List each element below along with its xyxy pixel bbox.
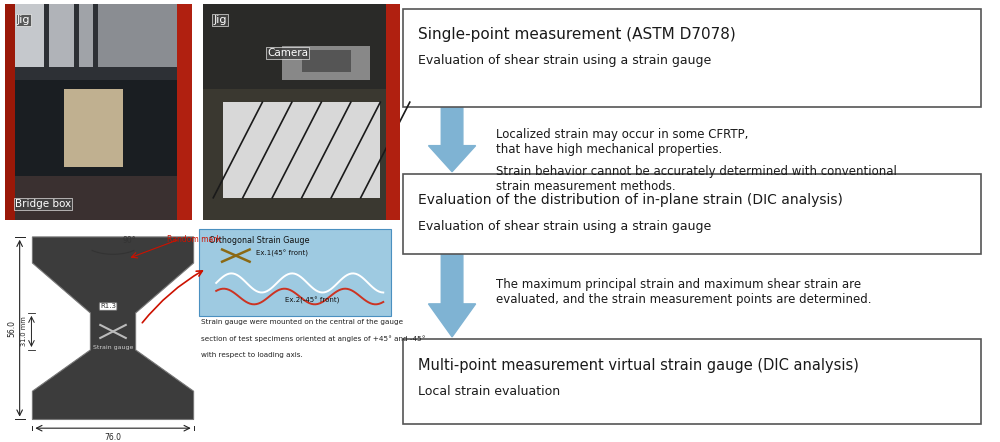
Bar [98,4,187,67]
FancyBboxPatch shape [199,229,391,316]
Bar [177,4,192,220]
Bar [10,4,44,67]
Text: Ex.1(45° front): Ex.1(45° front) [256,249,308,257]
Text: Single-point measurement (ASTM D7078): Single-point measurement (ASTM D7078) [418,27,735,42]
Text: Orthogonal Strain Gauge: Orthogonal Strain Gauge [209,236,310,244]
FancyBboxPatch shape [403,174,981,254]
Bar [302,50,351,72]
Polygon shape [32,237,194,419]
Text: Evaluation of shear strain using a strain gauge: Evaluation of shear strain using a strai… [418,54,711,67]
Text: that have high mechanical properties.: that have high mechanical properties. [496,144,723,156]
Text: Jig: Jig [213,15,227,25]
Text: Localized strain may occur in some CFRTP,: Localized strain may occur in some CFRTP… [496,128,749,141]
Text: Multi-point measurement virtual strain gauge (DIC analysis): Multi-point measurement virtual strain g… [418,358,859,373]
FancyBboxPatch shape [403,339,981,424]
Text: Evaluation of the distribution of in-plane strain (DIC analysis): Evaluation of the distribution of in-pla… [418,193,843,206]
Text: Evaluation of shear strain using a strain gauge: Evaluation of shear strain using a strai… [418,220,711,232]
Bar [49,4,74,67]
Text: Ex.2(-45° front): Ex.2(-45° front) [285,296,339,304]
Bar [15,80,177,176]
Bar [203,4,400,220]
Text: The maximum principal strain and maximum shear strain are: The maximum principal strain and maximum… [496,278,861,291]
Text: 31.0 mm: 31.0 mm [21,316,27,347]
Bar [64,89,123,168]
Text: Random mark: Random mark [167,235,221,244]
Text: Bridge box: Bridge box [15,198,71,209]
Text: Strain behavior cannot be accurately determined with conventional: Strain behavior cannot be accurately det… [496,165,897,178]
Text: Local strain evaluation: Local strain evaluation [418,385,560,398]
Bar [203,4,400,89]
FancyBboxPatch shape [403,9,981,107]
Text: Strain gauge were mounted on the central of the gauge: Strain gauge were mounted on the central… [201,319,404,324]
Bar [282,46,370,80]
FancyArrow shape [428,254,476,337]
Text: 56.0: 56.0 [7,320,16,337]
Text: 90°: 90° [123,236,136,245]
Text: Strain gauge: Strain gauge [93,344,133,350]
Bar [79,4,93,67]
Text: Jig: Jig [17,15,30,25]
Text: R1.3: R1.3 [100,304,116,309]
FancyArrow shape [428,107,476,171]
Text: with respect to loading axis.: with respect to loading axis. [201,352,303,358]
Text: section of test specimens oriented at angles of +45° and -45°: section of test specimens oriented at an… [201,335,426,342]
Bar [386,4,400,220]
Bar [5,4,15,220]
Bar [15,176,177,220]
Text: Camera: Camera [267,48,308,58]
Text: 76.0: 76.0 [105,433,122,442]
Text: strain measurement methods.: strain measurement methods. [496,180,676,194]
Bar [5,4,192,220]
Bar [223,102,380,198]
Text: evaluated, and the strain measurement points are determined.: evaluated, and the strain measurement po… [496,293,872,306]
